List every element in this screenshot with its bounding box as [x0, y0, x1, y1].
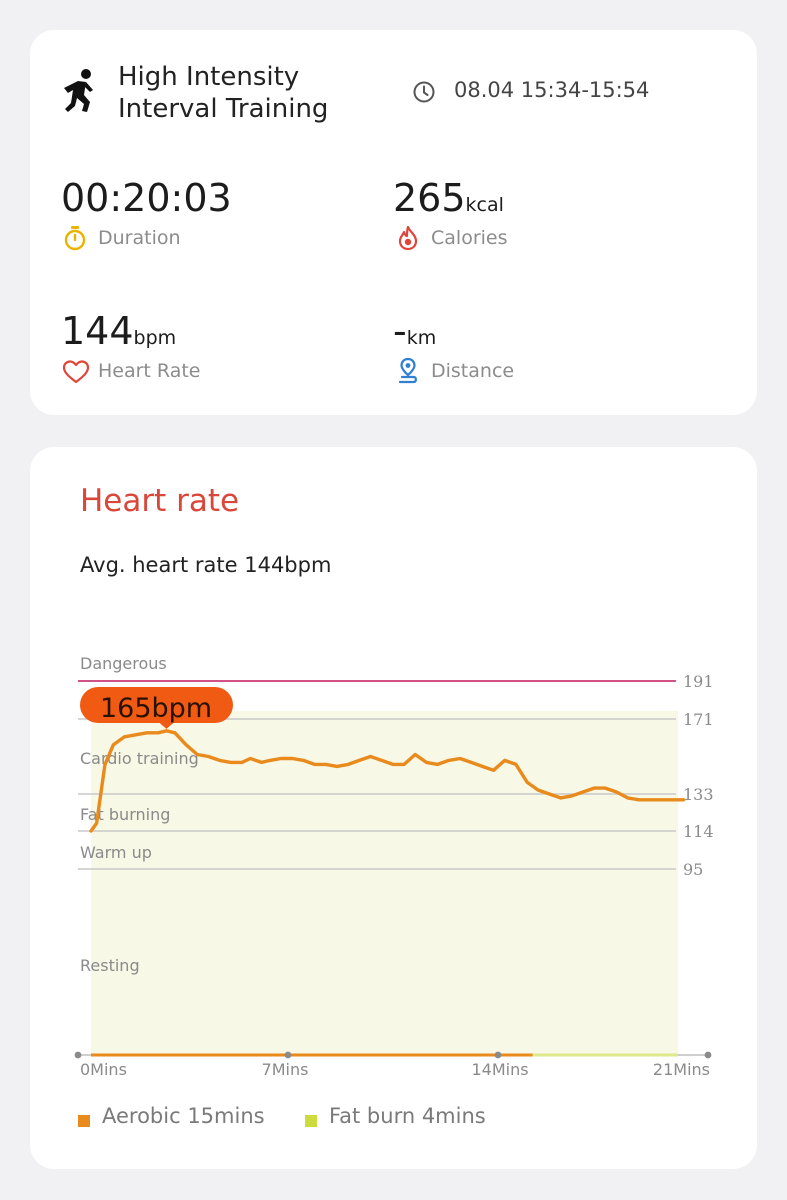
peak-badge-pointer: [158, 722, 175, 729]
legend-label-aerobic: Aerobic 15mins: [102, 1104, 265, 1128]
duration-label: Duration: [98, 227, 181, 249]
calories-label: Calories: [431, 227, 508, 249]
peak-badge: [80, 687, 233, 723]
y-tick-label: 95: [683, 860, 703, 879]
flame-icon: [398, 225, 418, 251]
activity-title-line2: Interval Training: [118, 94, 329, 124]
x-tick-label: 7Mins: [262, 1060, 309, 1079]
x-tick-label: 14Mins: [471, 1060, 528, 1079]
stopwatch-icon: [64, 226, 86, 251]
legend-swatch-fat-burn: [305, 1115, 317, 1127]
running-person-icon: [64, 69, 93, 112]
distance-unit: km: [406, 327, 437, 349]
calories-metric: 265kcal: [393, 176, 504, 220]
zone-label-dangerous: Dangerous: [80, 654, 167, 673]
duration-value: 00:20:03: [61, 176, 232, 220]
x-axis-dot: [284, 1051, 292, 1059]
calories-value: 265: [393, 176, 466, 220]
x-tick-label: 21Mins: [653, 1060, 710, 1079]
y-tick-label: 133: [683, 785, 714, 804]
heart-rate-card: Heart rate Avg. heart rate 144bpm 191 171…: [30, 447, 757, 1169]
peak-badge-label: 165bpm: [100, 693, 212, 724]
y-tick-label: 171: [683, 710, 714, 729]
zone-label-fat-burning: Fat burning: [80, 805, 170, 824]
workout-summary-card: High Intensity Interval Training 08.04 1…: [30, 30, 757, 415]
location-pin-icon: [398, 357, 417, 384]
legend-label-fat-burn: Fat burn 4mins: [329, 1104, 486, 1128]
distance-value: -: [393, 309, 407, 353]
zone-label-cardio-training: Cardio training: [80, 749, 199, 768]
activity-title: High Intensity Interval Training: [118, 61, 328, 125]
heart-rate-unit: bpm: [133, 327, 177, 349]
y-tick-label: 191: [683, 672, 714, 691]
calories-unit: kcal: [465, 194, 504, 216]
x-tick-label: 0Mins: [80, 1060, 127, 1079]
activity-title-line1: High Intensity: [118, 62, 300, 92]
distance-label: Distance: [431, 360, 515, 382]
x-axis-dot: [74, 1051, 82, 1059]
avg-heart-rate-text: Avg. heart rate 144bpm: [80, 553, 332, 577]
distance-metric: -km: [393, 309, 436, 353]
heart-rate-metric: 144bpm: [61, 309, 176, 353]
heart-rate-chart: 19117113311495DangerousAnaerobicCardio t…: [74, 654, 714, 1079]
x-axis-dot: [494, 1051, 502, 1059]
heart-rate-series-line: [89, 729, 686, 833]
zone-label-resting: Resting: [80, 956, 140, 975]
heart-rate-title: Heart rate: [80, 483, 240, 519]
heart-rate-label: Heart Rate: [98, 360, 201, 382]
chart-fill-area: [91, 710, 678, 1055]
zone-label-warm-up: Warm up: [80, 843, 152, 862]
heart-rate-value: 144: [61, 309, 134, 353]
clock-icon: [413, 81, 435, 103]
workout-datetime: 08.04 15:34-15:54: [454, 78, 650, 102]
x-axis-dot: [704, 1051, 712, 1059]
y-tick-label: 114: [683, 822, 714, 841]
heart-icon: [62, 360, 90, 384]
legend-swatch-aerobic: [78, 1115, 90, 1127]
